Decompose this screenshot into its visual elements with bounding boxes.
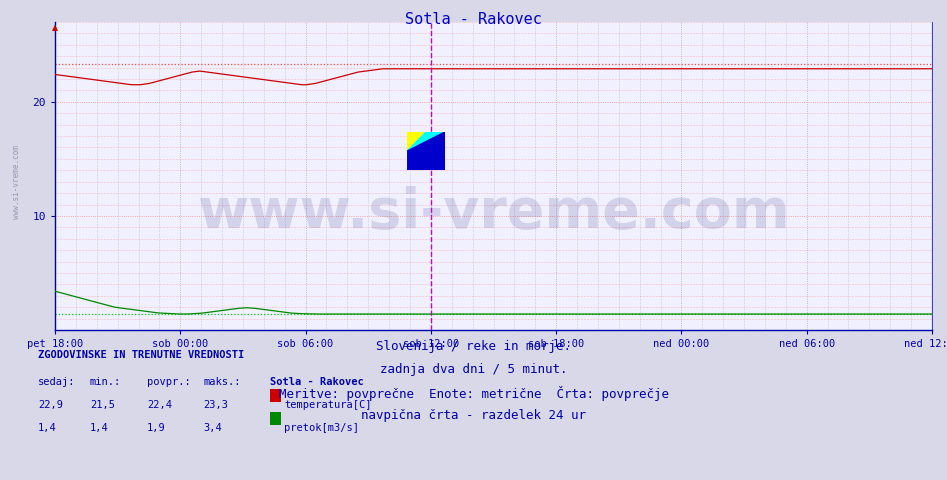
Polygon shape — [407, 132, 445, 151]
Text: pretok[m3/s]: pretok[m3/s] — [284, 423, 359, 433]
Text: 3,4: 3,4 — [204, 423, 223, 433]
Text: 22,4: 22,4 — [147, 400, 171, 410]
Text: Sotla - Rakovec: Sotla - Rakovec — [270, 377, 364, 387]
Text: ZGODOVINSKE IN TRENUTNE VREDNOSTI: ZGODOVINSKE IN TRENUTNE VREDNOSTI — [38, 350, 244, 360]
Text: navpična črta - razdelek 24 ur: navpična črta - razdelek 24 ur — [361, 409, 586, 422]
Text: 1,9: 1,9 — [147, 423, 166, 433]
Text: 1,4: 1,4 — [90, 423, 109, 433]
Polygon shape — [407, 132, 445, 170]
Text: 1,4: 1,4 — [38, 423, 57, 433]
Text: min.:: min.: — [90, 377, 121, 387]
Text: Meritve: povprečne  Enote: metrične  Črta: povprečje: Meritve: povprečne Enote: metrične Črta:… — [278, 386, 669, 401]
Text: temperatura[C]: temperatura[C] — [284, 400, 371, 410]
Text: povpr.:: povpr.: — [147, 377, 190, 387]
Text: zadnja dva dni / 5 minut.: zadnja dva dni / 5 minut. — [380, 363, 567, 376]
Text: Sotla - Rakovec: Sotla - Rakovec — [405, 12, 542, 27]
Text: 21,5: 21,5 — [90, 400, 115, 410]
Text: 23,3: 23,3 — [204, 400, 228, 410]
Text: sedaj:: sedaj: — [38, 377, 76, 387]
Text: maks.:: maks.: — [204, 377, 241, 387]
Text: www.si-vreme.com: www.si-vreme.com — [11, 145, 21, 219]
Text: 22,9: 22,9 — [38, 400, 63, 410]
Text: Slovenija / reke in morje.: Slovenija / reke in morje. — [376, 340, 571, 353]
Text: www.si-vreme.com: www.si-vreme.com — [197, 186, 790, 240]
Polygon shape — [407, 132, 426, 151]
